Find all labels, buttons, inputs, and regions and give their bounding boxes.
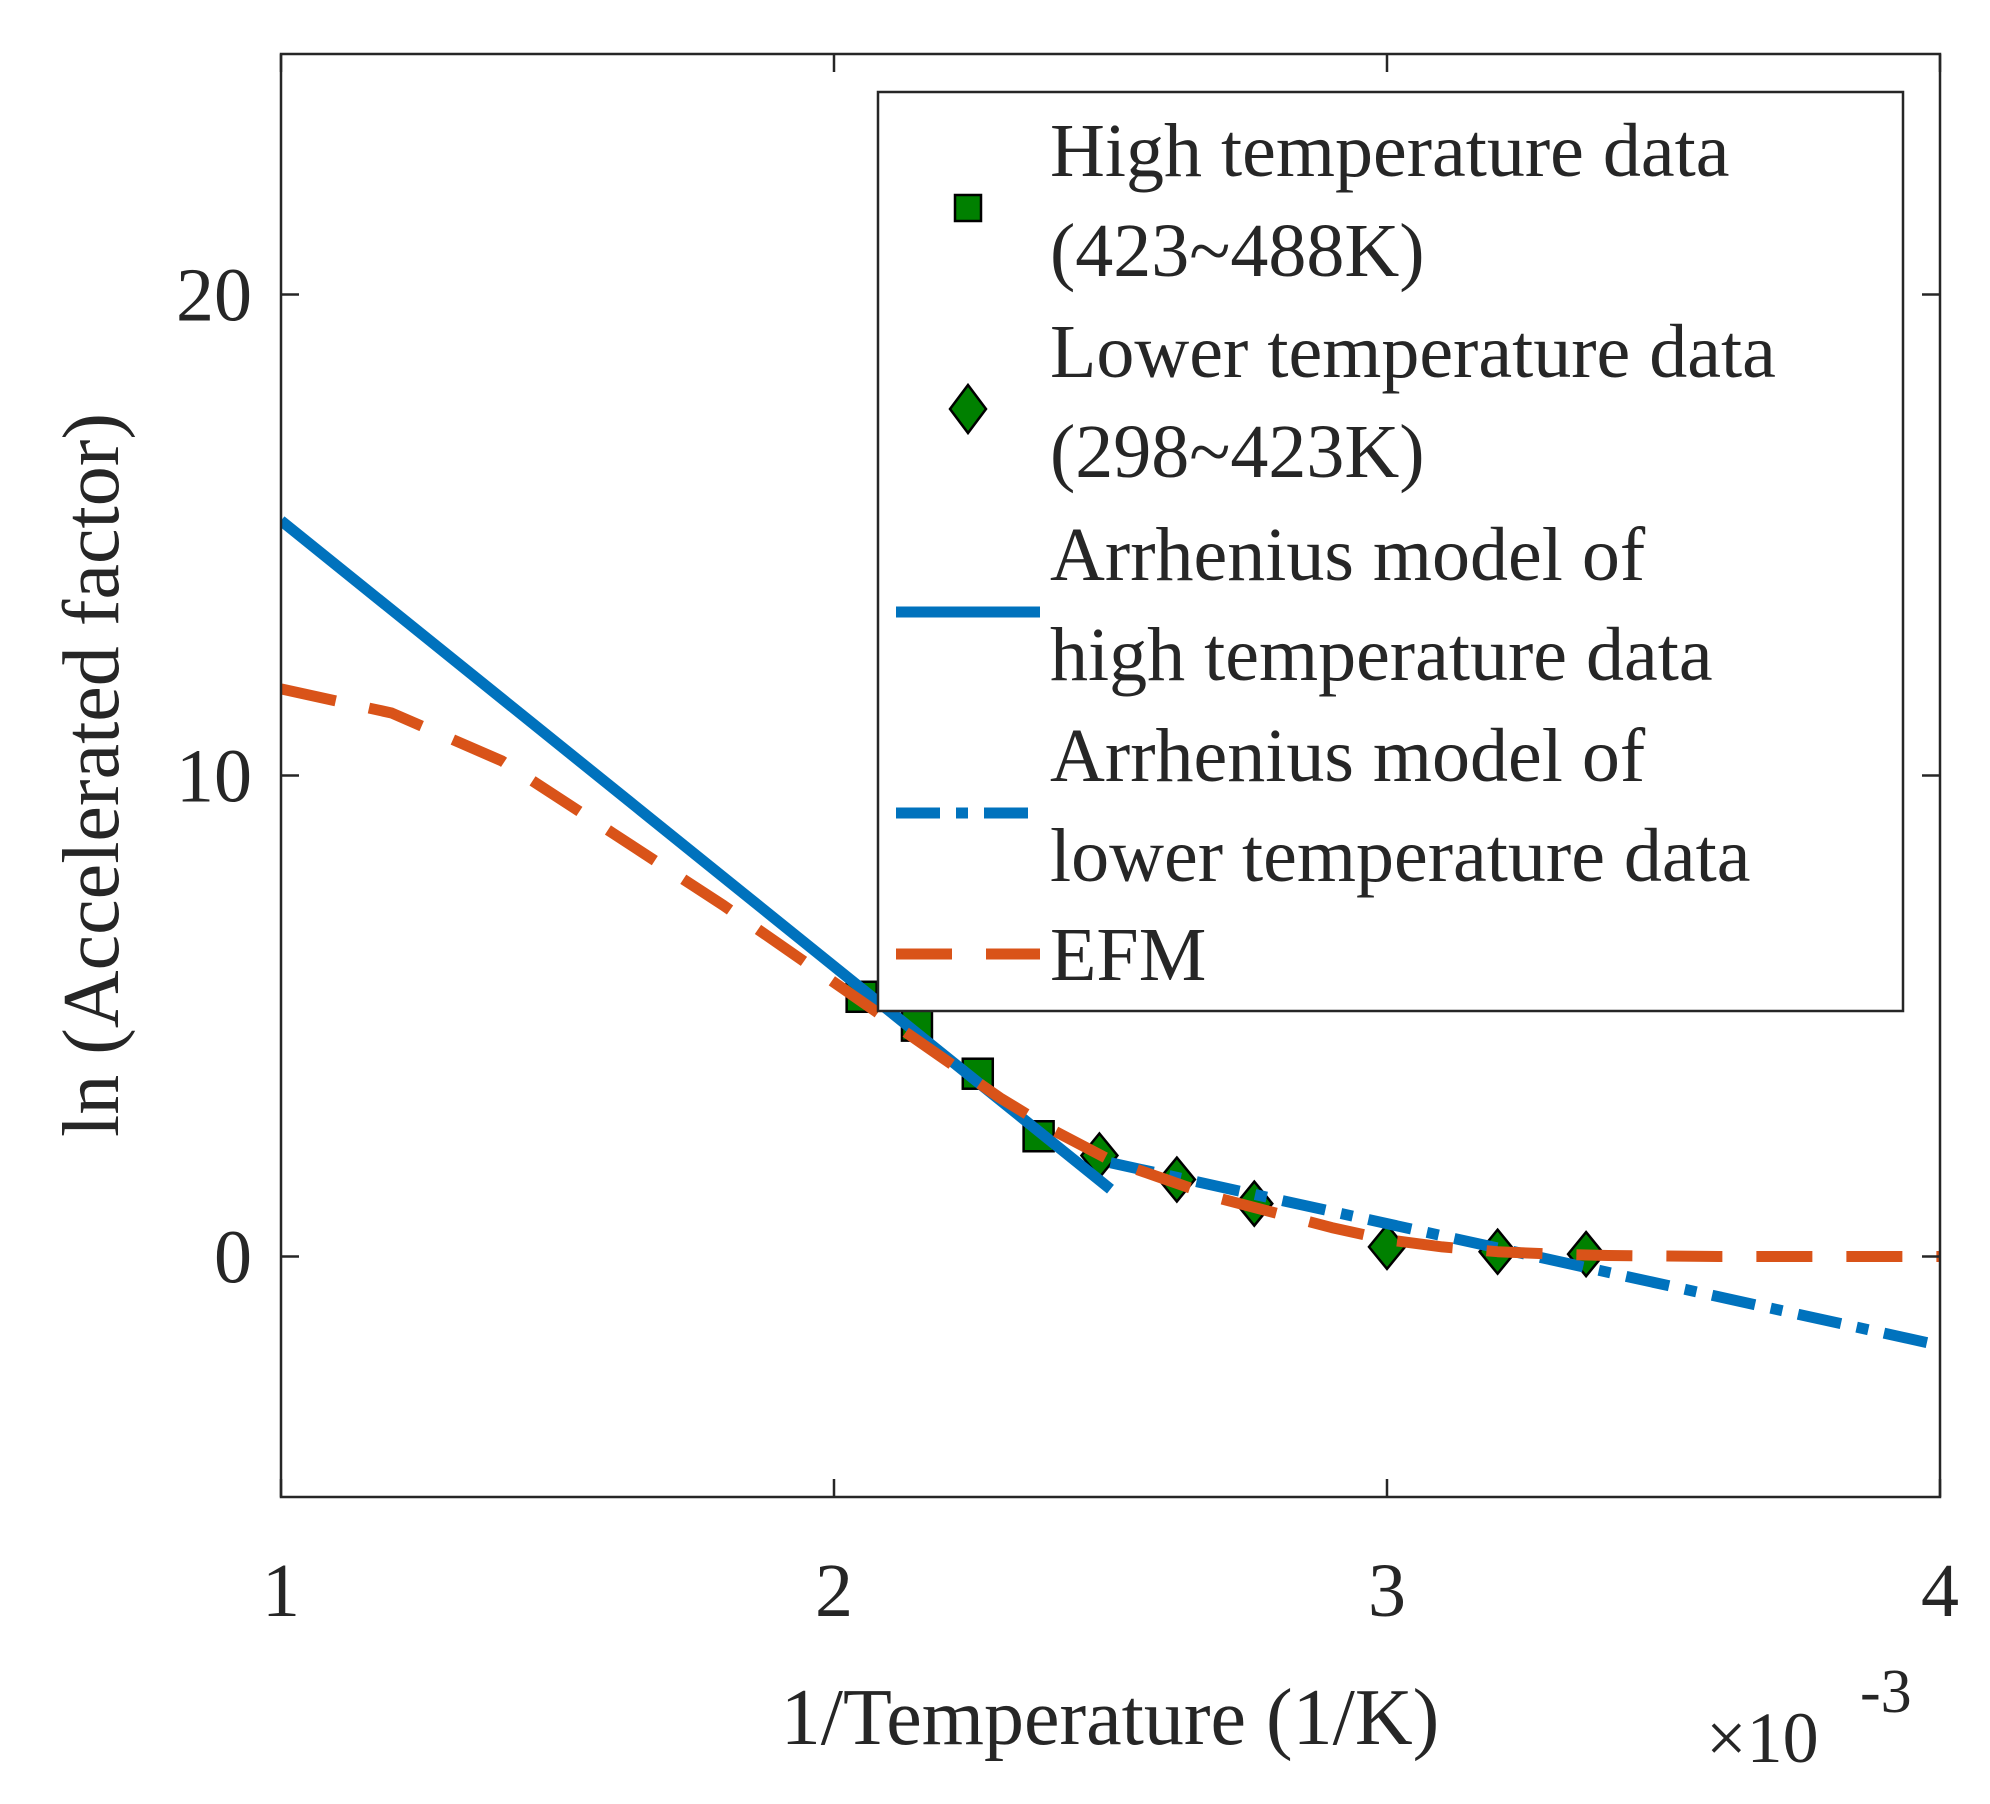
- legend-label: high temperature data: [1050, 613, 1713, 697]
- legend-square-marker: [953, 193, 983, 223]
- y-tick-label: 10: [176, 735, 252, 819]
- y-tick-label: 0: [214, 1216, 252, 1300]
- x-exponent-base: ×10: [1706, 1698, 1819, 1778]
- x-tick-label: 4: [1921, 1549, 1959, 1633]
- legend-label: High temperature data: [1050, 109, 1729, 193]
- x-axis-label: 1/Temperature (1/K): [781, 1674, 1440, 1762]
- series-layer: [281, 516, 1940, 1351]
- legend-box: [876, 90, 1905, 1013]
- x-tick-label: 1: [262, 1549, 300, 1633]
- legend-label: lower temperature data: [1050, 814, 1751, 898]
- legend: High temperature data (423~488K) Lower tem…: [876, 90, 1905, 1013]
- legend-label: Arrhenius model of: [1050, 513, 1646, 597]
- legend-label: Arrhenius model of: [1050, 714, 1646, 798]
- x-exponent-power: -3: [1860, 1658, 1912, 1726]
- x-exponent: ×10 -3: [1706, 1658, 1912, 1778]
- legend-diamond-marker: [948, 382, 988, 436]
- legend-label: (423~488K): [1050, 209, 1425, 293]
- arrhenius-low-line: [1109, 1157, 1940, 1351]
- legend-label: (298~423K): [1050, 410, 1425, 494]
- y-axis-label: ln (Accelerated factor): [48, 413, 136, 1137]
- legend-label: Lower temperature data: [1050, 310, 1776, 394]
- efm-line: [281, 683, 1940, 1262]
- tick-layer: 1 2 3 4 0 10 20: [176, 54, 1959, 1633]
- arrhenius-high-line: [281, 516, 1114, 1194]
- x-tick-label: 2: [815, 1549, 853, 1633]
- y-tick-label: 20: [176, 254, 252, 338]
- x-tick-label: 3: [1368, 1549, 1406, 1633]
- legend-label: EFM: [1050, 913, 1206, 997]
